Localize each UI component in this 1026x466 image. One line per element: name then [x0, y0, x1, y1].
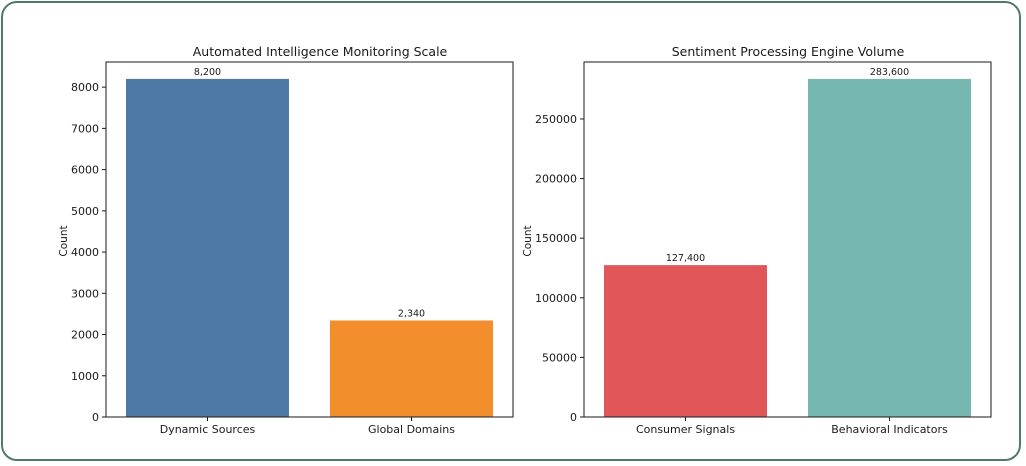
y-tick-label: 0: [92, 411, 99, 424]
y-tick-label: 250000: [535, 113, 577, 126]
plot-area: [105, 61, 514, 418]
chart-monitoring-scale: Automated Intelligence Monitoring Scale …: [58, 44, 514, 436]
y-tick-label: 100000: [535, 292, 577, 305]
y-tick-label: 6000: [71, 164, 99, 177]
y-tick-label: 4000: [71, 246, 99, 259]
bar: [604, 265, 767, 417]
x-tick-label: Behavioral Indicators: [831, 423, 948, 436]
chart-title: Automated Intelligence Monitoring Scale: [193, 44, 448, 59]
data-label: 8,200: [194, 67, 221, 78]
y-tick-label: 3000: [71, 287, 99, 300]
y-axis-label: Count: [58, 225, 70, 256]
y-tick-label: 5000: [71, 205, 99, 218]
y-tick-label: 7000: [71, 122, 99, 135]
x-tick-label: Dynamic Sources: [160, 423, 256, 436]
chart-sentiment-volume: Sentiment Processing Engine Volume Count…: [522, 44, 992, 436]
y-tick-label: 1000: [71, 370, 99, 383]
y-tick-label: 150000: [535, 232, 577, 245]
chart-title: Sentiment Processing Engine Volume: [672, 44, 905, 59]
bar: [330, 320, 493, 417]
data-label: 127,400: [666, 253, 705, 264]
y-tick-label: 2000: [71, 329, 99, 342]
bar: [126, 78, 289, 418]
plot-area: [583, 61, 992, 418]
y-axis-label: Count: [522, 225, 534, 256]
y-tick-label: 8000: [71, 81, 99, 94]
bar: [808, 78, 971, 418]
y-tick-label: 0: [570, 411, 577, 424]
y-tick-label: 50000: [542, 351, 577, 364]
x-tick-label: Global Domains: [368, 423, 455, 436]
y-tick-label: 200000: [535, 173, 577, 186]
data-label: 283,600: [870, 67, 909, 78]
x-tick-label: Consumer Signals: [636, 423, 735, 436]
data-label: 2,340: [398, 309, 425, 320]
